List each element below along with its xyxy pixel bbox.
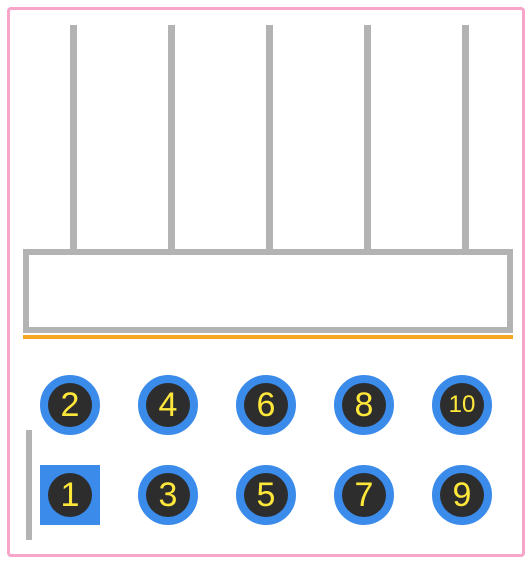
pad-ring: 8 [334,375,394,435]
header-pin [462,25,469,249]
pad-hole: 4 [146,383,190,427]
outline-mark [26,430,32,540]
pad-hole: 1 [48,473,92,517]
pad-ring: 9 [432,465,492,525]
pad-4: 4 [138,375,198,435]
pad-ring-square: 1 [40,465,100,525]
pad-label: 4 [159,388,178,422]
pad-label: 10 [449,393,476,417]
pad-label: 9 [453,478,472,512]
pad-10: 10 [432,375,492,435]
pad-ring: 4 [138,375,198,435]
pad-ring: 10 [432,375,492,435]
pad-8: 8 [334,375,394,435]
pad-ring: 6 [236,375,296,435]
pad-5: 5 [236,465,296,525]
pad-hole: 5 [244,473,288,517]
pad-label: 8 [355,388,374,422]
header-pin [168,25,175,249]
pad-ring: 7 [334,465,394,525]
pad-hole: 9 [440,473,484,517]
pad-label: 3 [159,478,178,512]
pad-hole: 7 [342,473,386,517]
pad-3: 3 [138,465,198,525]
pad-hole: 3 [146,473,190,517]
header-body [23,249,513,333]
pad-9: 9 [432,465,492,525]
pad-label: 2 [61,388,80,422]
pad-label: 6 [257,388,276,422]
pad-hole: 6 [244,383,288,427]
header-pin [70,25,77,249]
pad-ring: 5 [236,465,296,525]
pad-label: 5 [257,478,276,512]
pad-hole: 10 [440,383,484,427]
pad-6: 6 [236,375,296,435]
pad-7: 7 [334,465,394,525]
pad-ring: 3 [138,465,198,525]
pin1-indicator-line [23,335,513,339]
pad-ring: 2 [40,375,100,435]
header-pin [364,25,371,249]
header-pin [266,25,273,249]
pad-label: 7 [355,478,374,512]
pad-label: 1 [61,478,80,512]
pad-1: 1 [40,465,100,525]
pad-hole: 2 [48,383,92,427]
pad-2: 2 [40,375,100,435]
pad-hole: 8 [342,383,386,427]
